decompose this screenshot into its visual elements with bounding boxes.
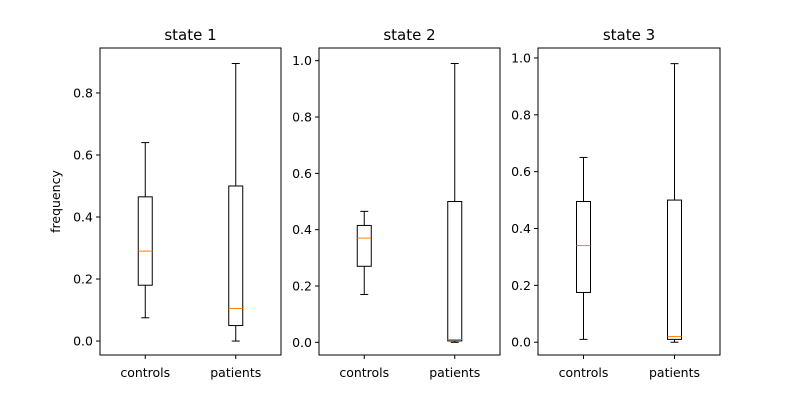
x-tick-label: patients	[429, 365, 480, 380]
axes-frame	[537, 47, 721, 356]
chart-panel-3: state 3 0.0 0.2 0.4 0.6 0.8 1.0 controls patient…	[511, 26, 721, 380]
axes-frame	[99, 47, 282, 356]
y-tick-label: 0.4	[511, 221, 531, 236]
chart-title: state 2	[383, 26, 435, 44]
box-controls	[137, 142, 153, 319]
y-tick-label: 0.6	[73, 147, 93, 162]
box-body	[447, 201, 463, 342]
box-patients	[447, 62, 463, 343]
box-patients	[667, 63, 682, 343]
box-body	[137, 196, 153, 286]
y-tick-label: 0.0	[73, 334, 93, 349]
y-tick-label: 1.0	[511, 50, 531, 65]
y-tick-label: 0.4	[73, 210, 93, 225]
y-tick-label: 0.0	[292, 335, 312, 350]
y-tick-label: 0.0	[511, 335, 531, 350]
box-body	[576, 201, 591, 293]
y-tick-label: 0.2	[292, 278, 312, 293]
box-body	[667, 199, 682, 340]
x-tick-label: controls	[339, 365, 389, 380]
x-tick-label: patients	[210, 365, 261, 380]
y-tick-label: 0.2	[73, 272, 93, 287]
chart-panel-2: state 2 0.0 0.2 0.4 0.6 0.8 1.0 controls patient…	[292, 26, 501, 380]
y-tick-label: 0.2	[511, 278, 531, 293]
box-controls	[356, 210, 372, 295]
y-tick-label: 0.4	[292, 222, 312, 237]
y-tick-label: 0.6	[511, 164, 531, 179]
x-tick-label: controls	[120, 365, 170, 380]
chart-title: state 1	[164, 26, 216, 44]
x-tick-label: controls	[559, 365, 609, 380]
y-tick-label: 0.8	[292, 110, 312, 125]
x-tick-label: patients	[649, 365, 700, 380]
axes-frame	[318, 47, 501, 356]
box-body	[356, 224, 372, 267]
y-tick-label: 0.8	[73, 85, 93, 100]
chart-panel-1: state 1 frequency 0.0 0.2 0.4 0.6 0.8 controls p…	[48, 26, 282, 380]
box-patients	[228, 63, 244, 342]
y-axis-label: frequency	[48, 170, 63, 233]
y-tick-label: 1.0	[292, 53, 312, 68]
chart-title: state 3	[603, 26, 655, 44]
box-body	[228, 185, 244, 327]
box-controls	[576, 156, 591, 340]
y-tick-label: 0.8	[511, 107, 531, 122]
y-tick-label: 0.6	[292, 166, 312, 181]
